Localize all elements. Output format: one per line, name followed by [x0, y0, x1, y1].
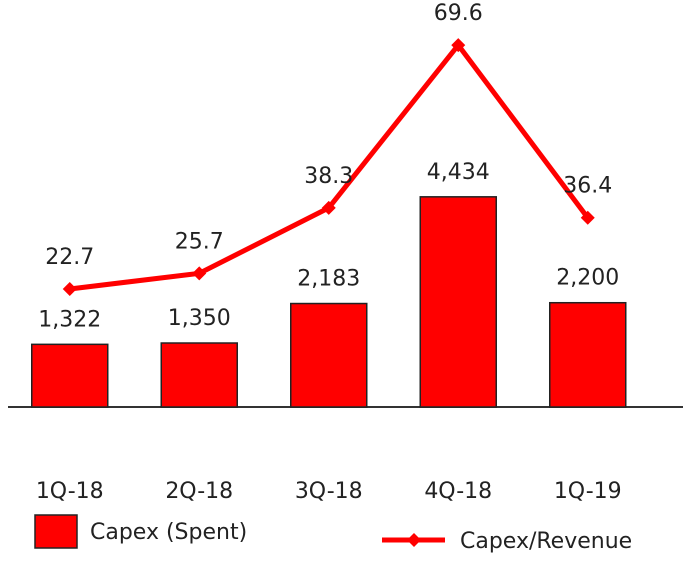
legend-label: Capex (Spent) [90, 520, 247, 545]
line-value-label: 25.7 [175, 229, 224, 254]
bar-value-label: 4,434 [427, 160, 490, 185]
line-marker [321, 200, 336, 215]
line-marker [451, 38, 466, 53]
line-value-label: 22.7 [45, 245, 94, 270]
x-tick-label: 4Q-18 [424, 479, 492, 504]
bar [290, 302, 368, 408]
line-value-label: 38.3 [304, 164, 353, 189]
bar-value-label: 1,350 [168, 306, 231, 331]
bar-value-label: 2,183 [297, 267, 360, 292]
line-marker [580, 210, 595, 225]
x-tick-label: 2Q-18 [165, 479, 233, 504]
bar [31, 343, 109, 408]
x-tick-label: 1Q-18 [36, 479, 104, 504]
bar-value-label: 1,322 [38, 307, 101, 332]
line-value-label: 36.4 [563, 174, 612, 199]
x-tick-label: 1Q-19 [554, 479, 622, 504]
legend-marker [407, 533, 421, 547]
bar [160, 342, 238, 408]
bar [419, 196, 497, 408]
line-value-label: 69.6 [434, 1, 483, 26]
legend-label: Capex/Revenue [460, 529, 632, 554]
x-tick-label: 3Q-18 [295, 479, 363, 504]
line-marker [192, 266, 207, 281]
line-marker [62, 281, 77, 296]
bar-value-label: 2,200 [556, 266, 619, 291]
bar [549, 301, 627, 408]
legend-swatch [34, 514, 78, 549]
